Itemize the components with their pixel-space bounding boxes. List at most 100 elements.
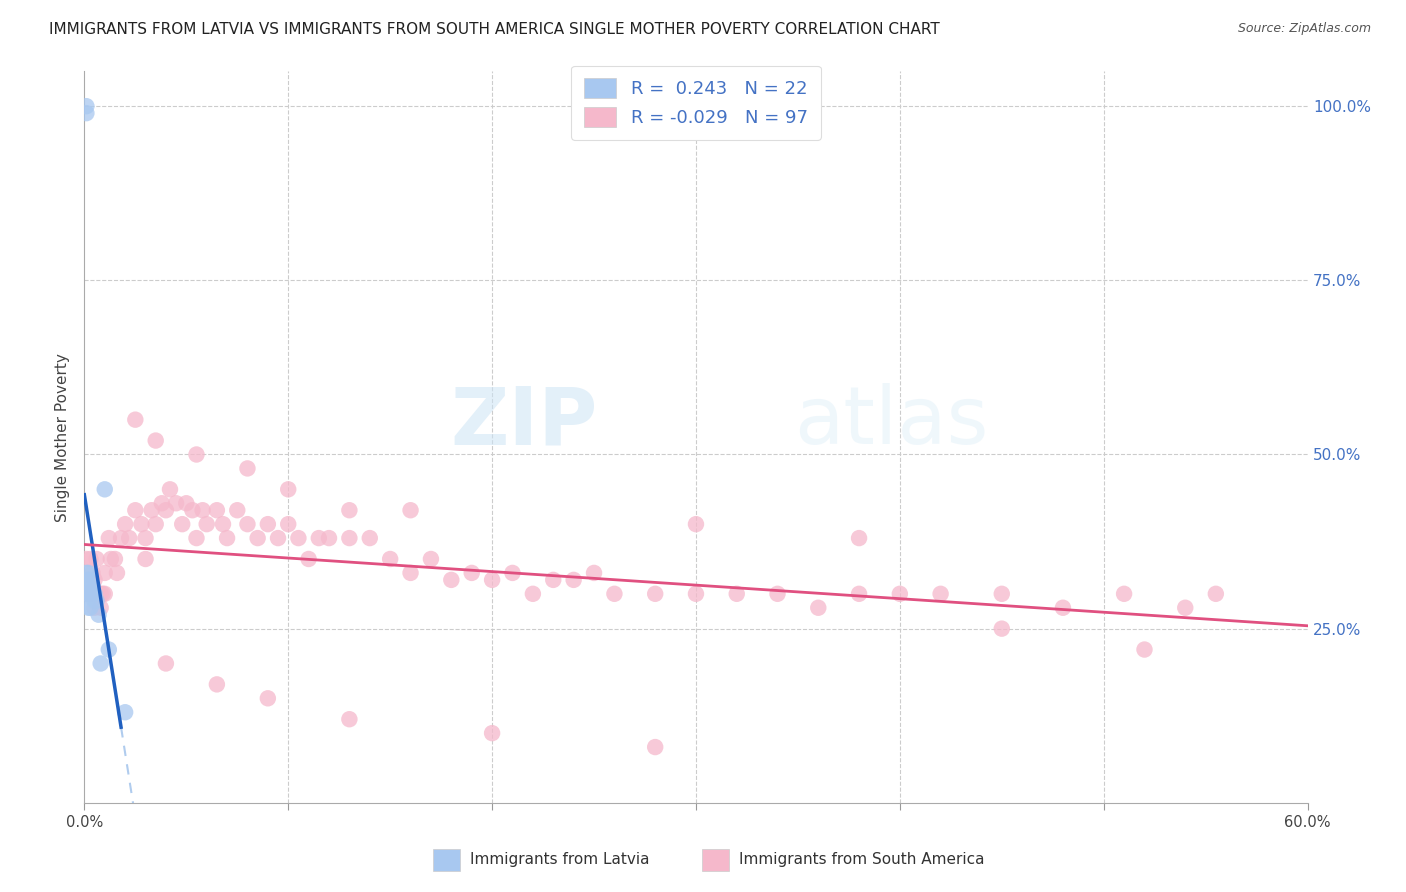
Point (339, 531, 361, 545)
Point (159, 483, 181, 497)
Text: Immigrants from South America: Immigrants from South America (738, 853, 984, 867)
Point (380, 552, 402, 566)
Point (77, 587, 100, 601)
Point (77, 587, 100, 601)
Point (181, 503, 204, 517)
Point (318, 531, 340, 545)
Point (77, 600, 100, 615)
Point (87, 587, 110, 601)
Point (848, 587, 870, 601)
Point (79, 600, 101, 615)
Point (114, 517, 136, 532)
Point (991, 587, 1014, 601)
Point (205, 503, 228, 517)
Point (93, 566, 115, 580)
Point (195, 517, 218, 532)
Point (79, 552, 101, 566)
Point (135, 531, 157, 545)
Legend: R =  0.243   N = 22, R = -0.029   N = 97: R = 0.243 N = 22, R = -0.029 N = 97 (571, 66, 821, 140)
Text: IMMIGRANTS FROM LATVIA VS IMMIGRANTS FROM SOUTH AMERICA SINGLE MOTHER POVERTY CO: IMMIGRANTS FROM LATVIA VS IMMIGRANTS FRO… (49, 22, 941, 37)
Point (461, 566, 484, 580)
Point (685, 517, 707, 532)
Point (481, 573, 503, 587)
Point (236, 517, 259, 532)
Point (991, 622, 1014, 636)
Point (217, 531, 239, 545)
Point (205, 677, 228, 691)
Point (82, 587, 104, 601)
Point (97, 642, 120, 657)
Point (141, 503, 163, 517)
Point (440, 573, 463, 587)
Point (91, 587, 114, 601)
Text: Immigrants from Latvia: Immigrants from Latvia (470, 853, 650, 867)
FancyBboxPatch shape (433, 849, 460, 871)
FancyBboxPatch shape (702, 849, 728, 871)
Point (226, 503, 249, 517)
Point (186, 448, 208, 462)
Point (82, 566, 104, 580)
Point (104, 552, 127, 566)
Point (82, 580, 104, 594)
Point (77, 573, 100, 587)
Point (93, 587, 115, 601)
Point (603, 587, 626, 601)
Y-axis label: Single Mother Poverty: Single Mother Poverty (55, 352, 70, 522)
Point (522, 587, 544, 601)
Point (1174, 600, 1197, 615)
Point (75, 573, 97, 587)
Point (236, 461, 259, 475)
Point (399, 503, 422, 517)
Point (118, 531, 141, 545)
Point (75, 566, 97, 580)
Point (165, 496, 187, 510)
Point (86, 587, 108, 601)
Point (97, 531, 120, 545)
Point (83, 600, 105, 615)
Point (644, 740, 666, 755)
Point (135, 552, 157, 566)
Point (246, 531, 269, 545)
Point (75, 552, 97, 566)
Point (725, 587, 748, 601)
Point (114, 705, 136, 719)
Point (150, 496, 173, 510)
Point (131, 517, 153, 532)
Point (83, 594, 105, 608)
Point (155, 503, 177, 517)
Point (105, 566, 128, 580)
Point (420, 552, 443, 566)
Point (90, 587, 112, 601)
Point (1114, 587, 1136, 601)
Point (339, 712, 361, 726)
Point (83, 573, 105, 587)
Point (174, 496, 197, 510)
Point (359, 531, 381, 545)
Point (77, 580, 100, 594)
Point (145, 517, 167, 532)
Point (124, 412, 146, 426)
Point (79, 587, 101, 601)
Point (502, 566, 524, 580)
Point (212, 517, 235, 532)
Point (1205, 587, 1227, 601)
Point (543, 573, 565, 587)
Point (889, 587, 911, 601)
Point (481, 726, 503, 740)
Point (766, 587, 789, 601)
Point (172, 517, 194, 532)
Point (583, 566, 606, 580)
Point (90, 657, 112, 671)
Point (87, 607, 110, 622)
Point (267, 531, 290, 545)
Point (82, 587, 104, 601)
Point (75, 106, 97, 120)
Point (399, 566, 422, 580)
Text: ZIP: ZIP (451, 384, 598, 461)
Point (79, 573, 101, 587)
Point (562, 573, 585, 587)
Point (685, 587, 707, 601)
Point (644, 587, 666, 601)
Text: atlas: atlas (794, 384, 988, 461)
Point (90, 600, 112, 615)
